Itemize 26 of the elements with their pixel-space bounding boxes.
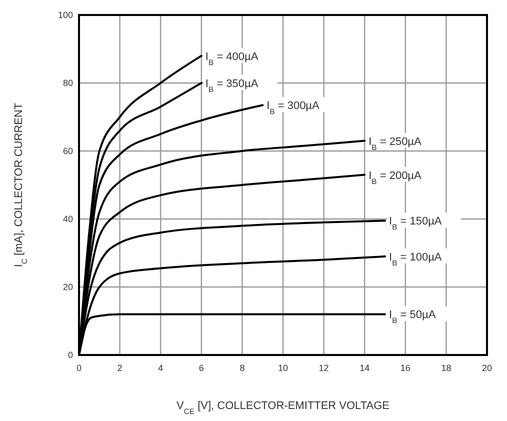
x-tick-label: 20 (482, 363, 492, 373)
x-tick-label: 0 (76, 363, 82, 373)
annotation: I$_{B}$ = 400µA (205, 50, 259, 66)
x-tick-label: 2 (117, 363, 122, 373)
x-tick-label: 8 (240, 363, 245, 373)
y-tick-label: 60 (62, 146, 73, 156)
annotation: I$_{B}$ = 150µA (389, 216, 442, 232)
y-tick-label: 100 (58, 10, 73, 20)
x-tick-label: 12 (318, 363, 329, 373)
y-tick-label: 40 (62, 214, 73, 224)
annotation: I$_{B}$ = 300µA (266, 100, 320, 116)
x-tick-label: 6 (198, 363, 204, 373)
x-tick-label: 4 (158, 363, 164, 373)
annotation: I$_{B}$ = 200µA (368, 170, 422, 186)
y-tick-label: 80 (62, 78, 73, 88)
y-tick-label: 20 (62, 282, 73, 292)
x-tick-label: 16 (400, 363, 410, 373)
x-tick-label: 10 (278, 363, 288, 373)
annotation: I$_{B}$ = 350µA (205, 78, 259, 94)
x-tick-label: 18 (441, 363, 452, 373)
y-tick-label: 0 (68, 350, 73, 360)
annotation: I$_{B}$ = 250µA (368, 136, 422, 152)
annotation: I$_{B}$ = 50µA (389, 309, 436, 325)
x-axis-title: V$_{CE}$ [V], COLLECTOR-EMITTER VOLTAGE (176, 400, 390, 416)
annotation: I$_{B}$ = 100µA (389, 251, 442, 267)
x-tick-label: 14 (360, 363, 370, 373)
